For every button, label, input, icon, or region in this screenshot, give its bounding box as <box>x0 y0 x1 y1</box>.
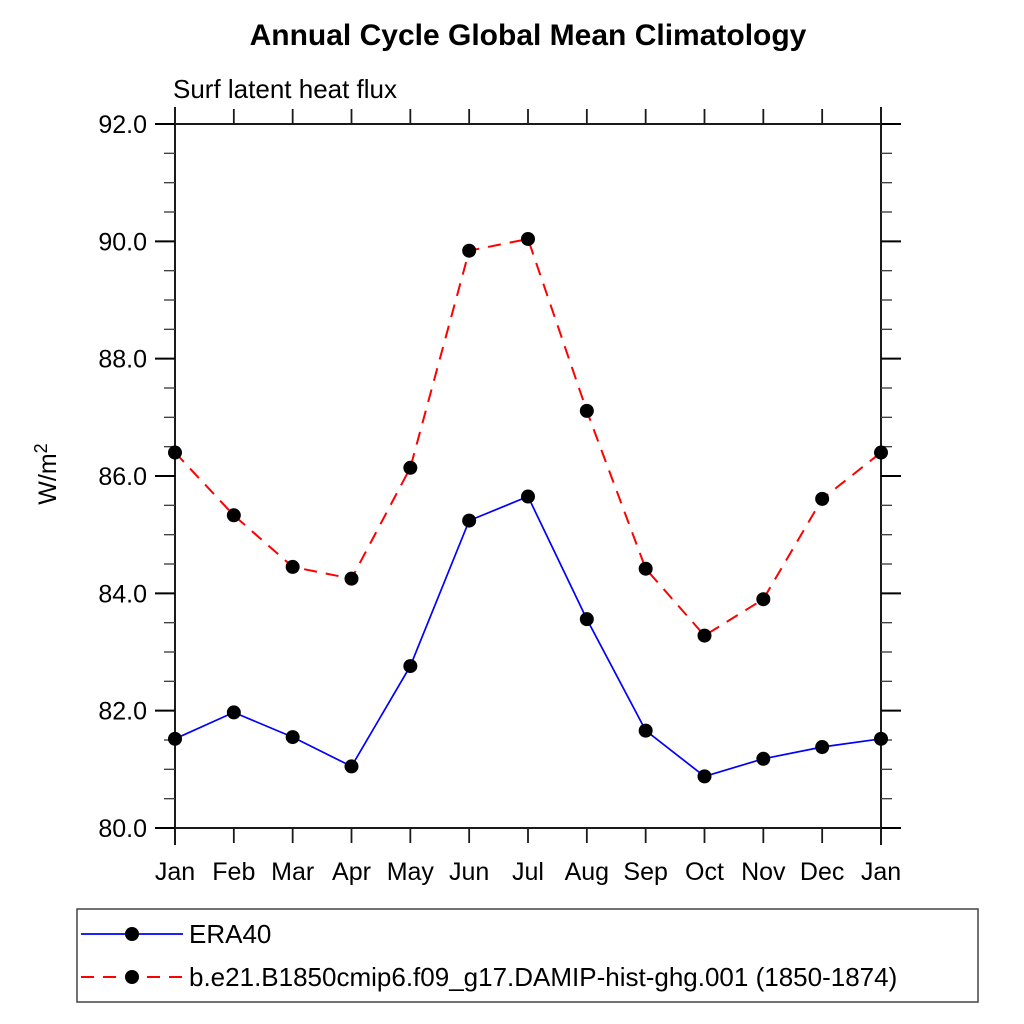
y-tick-label: 90.0 <box>98 228 147 256</box>
x-tick-label: Dec <box>800 858 844 886</box>
chart-title: Annual Cycle Global Mean Climatology <box>250 19 807 52</box>
data-point-marker <box>638 561 653 576</box>
x-tick-label: Sep <box>623 858 667 886</box>
y-tick-label: 92.0 <box>98 111 147 139</box>
data-point-marker <box>168 731 182 746</box>
data-point-marker <box>815 740 830 755</box>
data-point-marker <box>579 403 594 418</box>
data-point-marker <box>462 243 477 258</box>
data-point-marker <box>697 769 712 784</box>
x-tick-label: Aug <box>565 858 609 886</box>
data-point-marker <box>226 508 241 523</box>
y-tick-label: 80.0 <box>98 815 147 843</box>
legend-box <box>76 908 979 1003</box>
data-point-marker <box>697 628 712 643</box>
data-point-marker <box>521 231 535 246</box>
legend-item: ERA40 <box>81 919 271 949</box>
data-point-marker <box>226 705 241 720</box>
data-point-marker <box>874 731 888 746</box>
series-line-dashed <box>174 237 882 637</box>
legend-marker <box>125 927 139 941</box>
series-line-solid <box>174 495 882 778</box>
data-point-marker <box>638 723 653 738</box>
y-axis-ticks: 80.0 82.0 84.0 86.0 88.0 90.0 92.0 <box>98 111 901 843</box>
chart-subtitle: Surf latent heat flux <box>173 74 397 104</box>
data-series <box>168 231 888 784</box>
data-point-marker <box>285 730 300 745</box>
x-tick-label: Jan <box>155 858 195 886</box>
y-axis-label-superscript: 2 <box>31 443 51 453</box>
x-tick-label: Jul <box>512 858 544 886</box>
data-point-marker <box>168 445 182 460</box>
y-axis-label: W/m2 <box>31 443 62 504</box>
data-point-marker <box>344 759 359 774</box>
data-point-marker <box>403 659 418 674</box>
x-tick-label: Jun <box>449 858 489 886</box>
axes-frame <box>174 107 882 845</box>
x-tick-label: Apr <box>332 858 371 886</box>
x-tick-label: Nov <box>741 858 786 886</box>
y-axis-label-base: W/m <box>34 453 62 504</box>
data-point-marker <box>874 445 888 460</box>
y-tick-label: 86.0 <box>98 463 147 491</box>
x-tick-label: Mar <box>271 858 314 886</box>
data-point-marker <box>579 612 594 627</box>
legend-item: b.e21.B1850cmip6.f09_g17.DAMIP-hist-ghg.… <box>81 962 897 992</box>
data-point-marker <box>756 592 771 607</box>
data-point-marker <box>815 491 830 506</box>
legend-label: ERA40 <box>189 919 271 949</box>
y-tick-label: 82.0 <box>98 698 147 726</box>
data-point-marker <box>756 751 771 766</box>
x-tick-label: Feb <box>212 858 255 886</box>
y-tick-label: 84.0 <box>98 580 147 608</box>
data-point-marker <box>521 489 535 504</box>
legend: ERA40 b.e21.B1850cmip6.f09_g17.DAMIP-hist… <box>76 908 979 1003</box>
x-tick-label: Jan <box>861 858 901 886</box>
legend-label: b.e21.B1850cmip6.f09_g17.DAMIP-hist-ghg.… <box>189 962 897 992</box>
x-tick-label: Oct <box>685 858 724 886</box>
data-point-marker <box>344 571 359 586</box>
data-point-marker <box>462 513 477 528</box>
y-tick-label: 88.0 <box>98 346 147 374</box>
data-point-marker <box>403 460 418 475</box>
legend-marker <box>125 970 139 984</box>
data-point-marker <box>285 559 300 574</box>
x-tick-label: May <box>387 858 435 886</box>
x-axis-ticks: Jan Feb Mar Apr May Jun Jul Aug Sep Oct Nov Dec Jan <box>155 109 901 886</box>
